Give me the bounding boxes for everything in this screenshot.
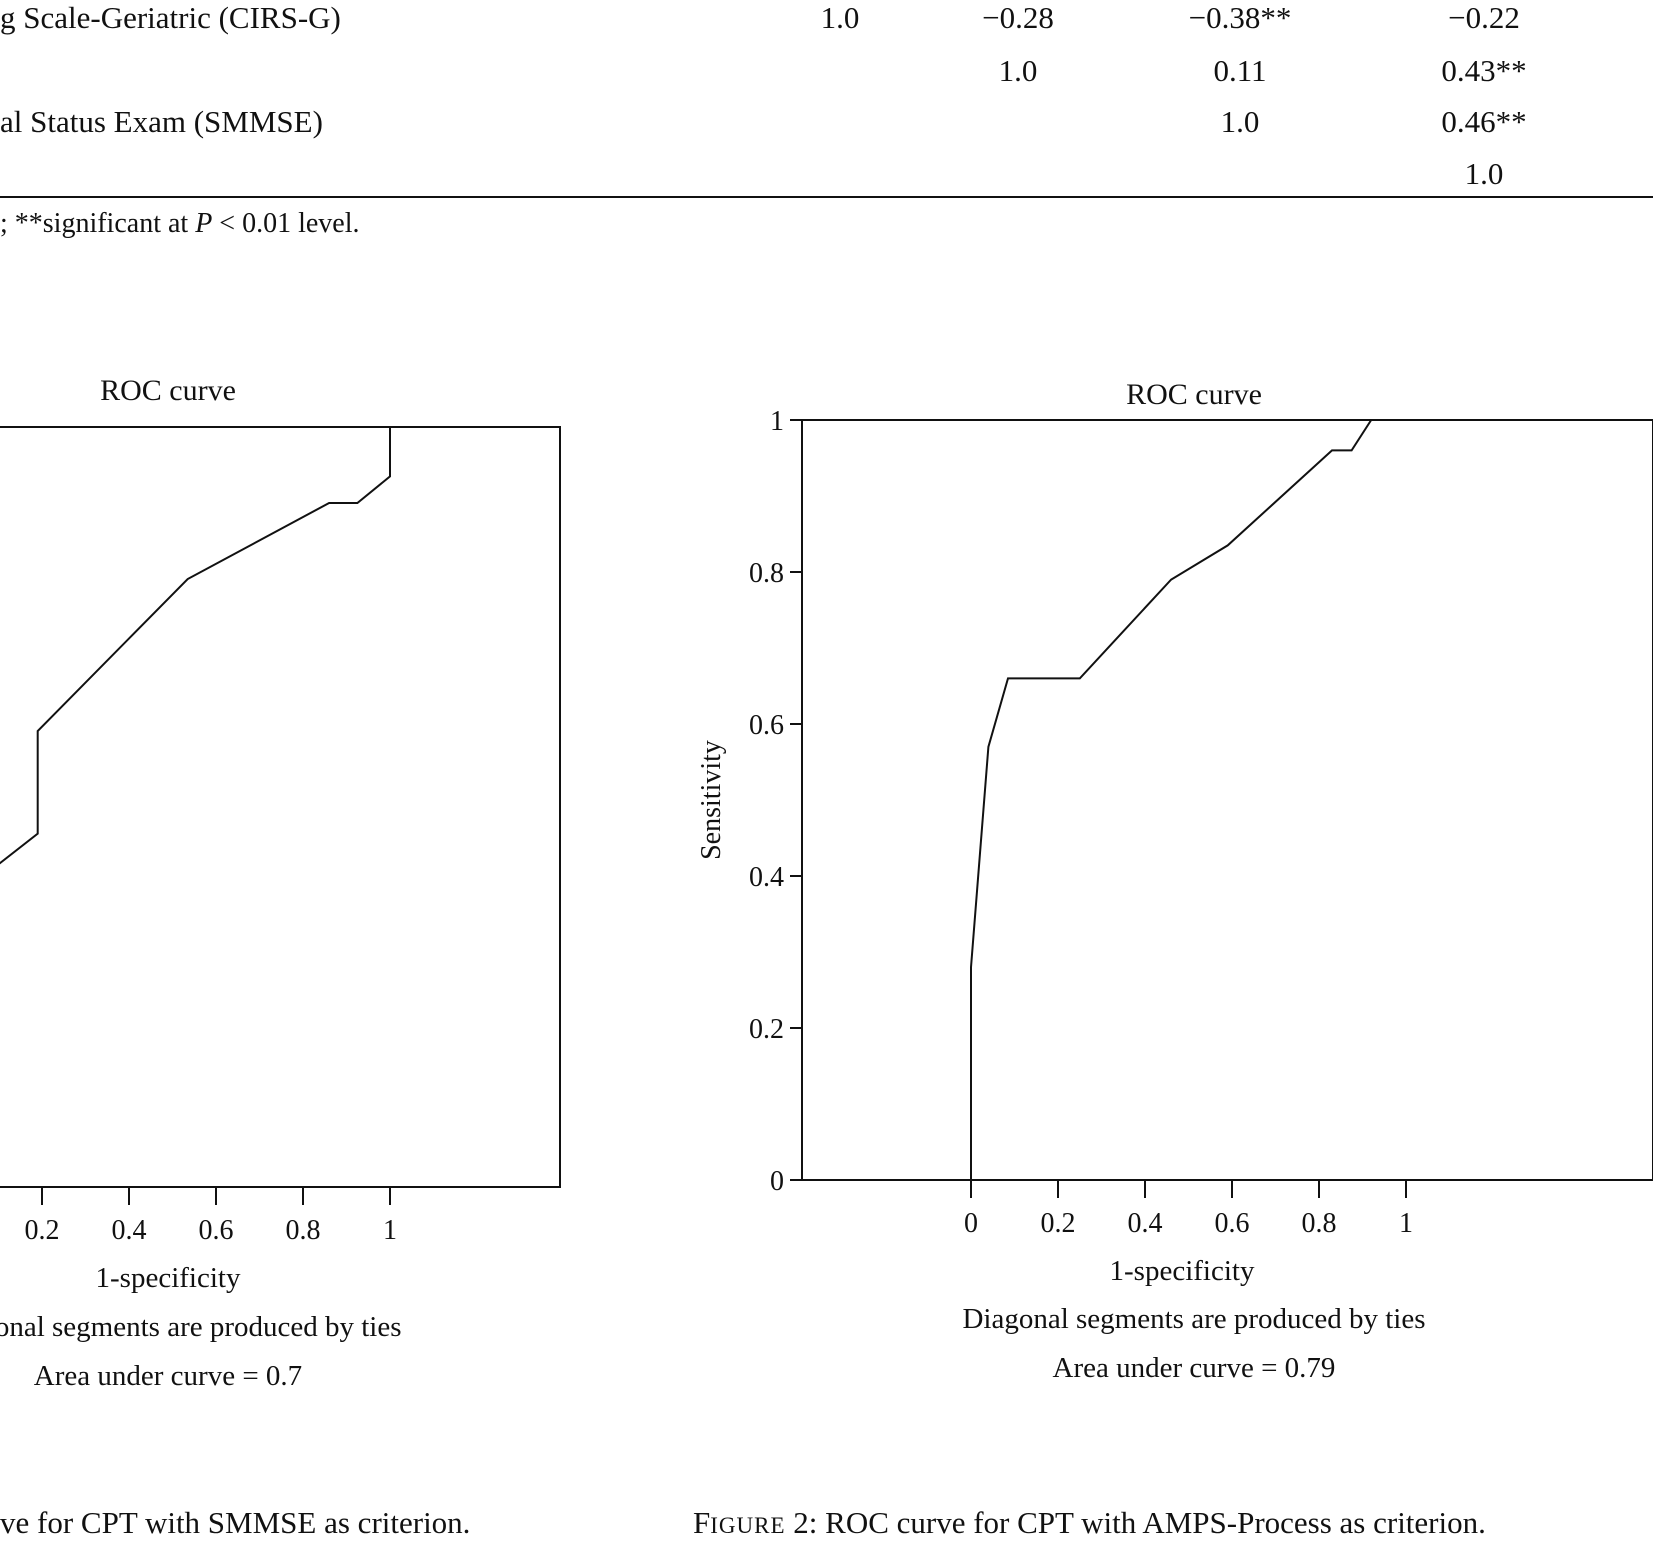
y-tick-label: 1 <box>770 406 784 437</box>
table-cell: 1.0 <box>820 0 860 35</box>
table-bottom-rule <box>0 196 1653 198</box>
table-cell: 1.0 <box>1220 104 1260 139</box>
table-footnote: ; **significant at P < 0.01 level. <box>0 208 360 239</box>
plot-frame <box>801 419 1653 1181</box>
x-tick-label: 0.2 <box>1041 1208 1076 1239</box>
x-tick-label: 1 <box>1399 1208 1413 1239</box>
footnote-p-symbol: P <box>195 208 213 239</box>
x-tick-label: 0.6 <box>1215 1208 1250 1239</box>
table-cell: −0.22 <box>1448 0 1520 35</box>
x-tick-label: 0.8 <box>1302 1208 1337 1239</box>
chart-title: ROC curve <box>1126 378 1262 411</box>
table-cell: −0.28 <box>982 0 1054 35</box>
y-tick-label: 0.2 <box>749 1014 784 1045</box>
x-tick-label: 0 <box>964 1208 978 1239</box>
y-tick-label: 0.6 <box>749 710 784 741</box>
y-axis-label: Sensitivity <box>696 740 727 860</box>
table-cell: −0.38** <box>1188 0 1292 35</box>
table-cell: 1.0 <box>1464 156 1504 191</box>
x-tick-label: 0.8 <box>286 1215 321 1246</box>
chart-note-ties: Diagonal segments are produced by ties <box>0 1311 402 1343</box>
x-axis-label: 1-specificity <box>1110 1255 1255 1287</box>
y-tick-label: 0.4 <box>749 862 784 893</box>
x-tick-label: 0.6 <box>199 1215 234 1246</box>
roc-chart-left: ROC curve 0.2 0.4 0.6 0.8 1 1-specificity Diago… <box>0 374 561 1392</box>
table-cell: 0.46** <box>1441 104 1527 139</box>
table-cell: 0.11 <box>1213 53 1267 88</box>
table-cell: 0.43** <box>1441 53 1527 88</box>
caption-rest: 2: ROC curve for CPT with AMPS-Process a… <box>785 1505 1486 1540</box>
chart-title: ROC curve <box>100 374 236 407</box>
figure-caption-right: FIGURE 2: ROC curve for CPT with AMPS-Pr… <box>693 1505 1486 1540</box>
chart-note-ties: Diagonal segments are produced by ties <box>962 1303 1425 1335</box>
table-row-label: g Scale-Geriatric (CIRS-G) <box>0 0 341 35</box>
x-axis-label: 1-specificity <box>96 1262 241 1294</box>
table-cell: 1.0 <box>998 53 1038 88</box>
x-tick-label: 1 <box>383 1215 397 1246</box>
figure-caption-left: ve for CPT with SMMSE as criterion. <box>0 1505 471 1540</box>
y-tick-label: 0.8 <box>749 558 784 589</box>
x-tick-label: 0.4 <box>112 1215 147 1246</box>
table-row-label: al Status Exam (SMMSE) <box>0 104 323 139</box>
chart-note-auc: Area under curve = 0.79 <box>1053 1352 1336 1384</box>
x-tick-label: 0.2 <box>25 1215 60 1246</box>
chart-note-auc: Area under curve = 0.7 <box>34 1360 302 1392</box>
x-tick-label: 0.4 <box>1128 1208 1163 1239</box>
roc-chart-right: ROC curve 0 0.2 0.4 0.6 0.8 1 0 0.2 0.4 0.6 0.8 1 Sen… <box>696 378 1653 1384</box>
y-tick-label: 0 <box>770 1166 784 1197</box>
plot-frame <box>0 426 561 1188</box>
roc-curve-line <box>970 419 1373 1180</box>
roc-curve-line <box>0 427 391 865</box>
